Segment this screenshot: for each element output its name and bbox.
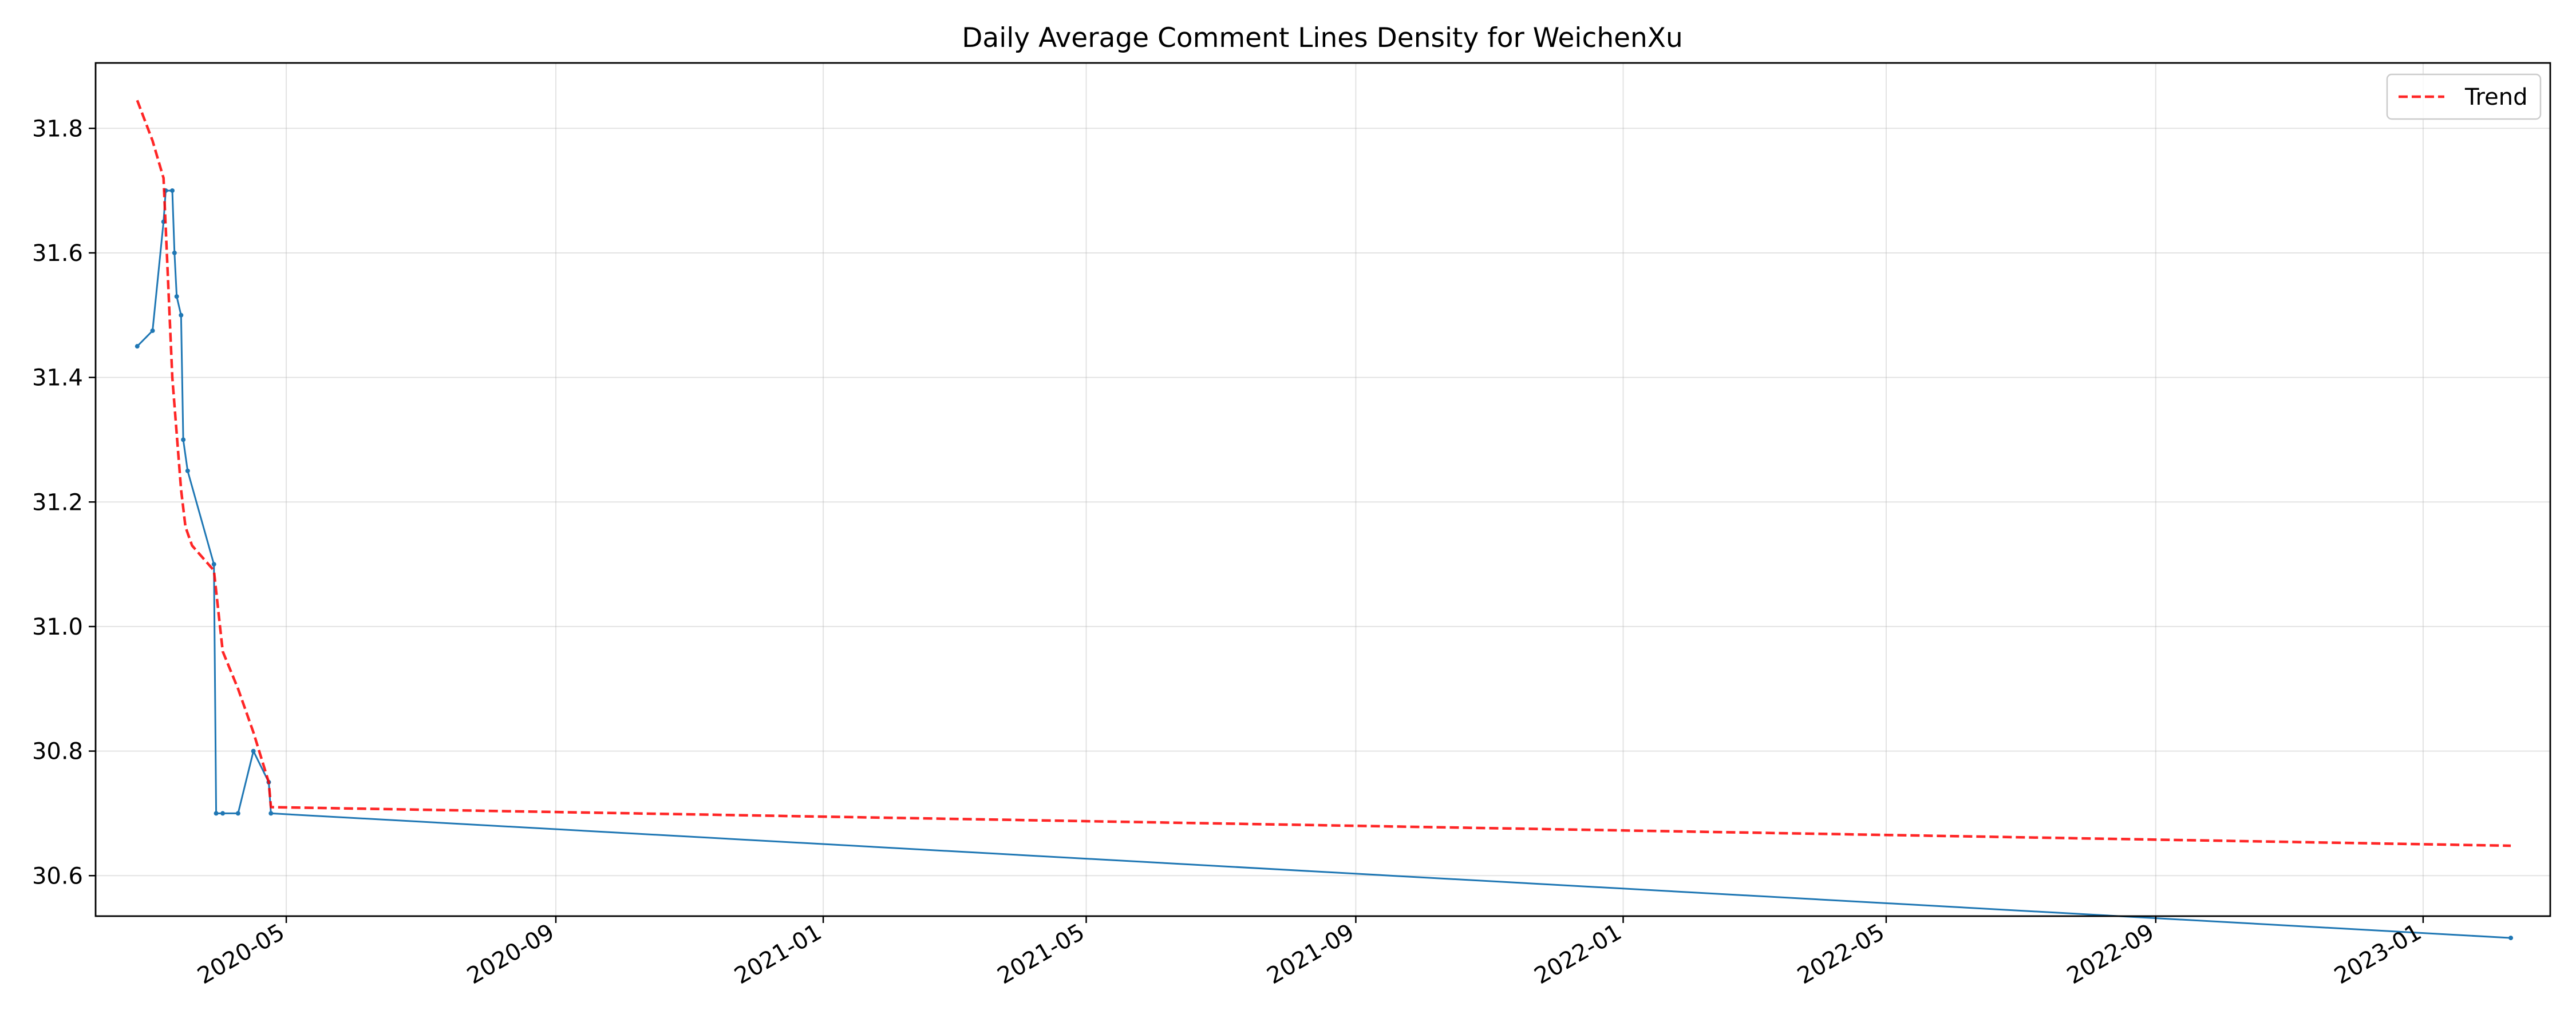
legend-trend-label: Trend [2464, 84, 2527, 110]
density-point [135, 344, 140, 349]
density-point [220, 811, 226, 816]
y-tick-label: 31.6 [32, 240, 83, 267]
density-point [181, 437, 186, 442]
chart-title: Daily Average Comment Lines Density for … [962, 22, 1683, 54]
x-tick-label: 2021-09 [1263, 919, 1359, 989]
x-tick-label: 2022-09 [2063, 919, 2159, 989]
grid-layer [96, 63, 2550, 916]
legend-box [2386, 73, 2542, 120]
y-tick-label: 30.8 [32, 739, 83, 765]
y-tick-label: 31.4 [32, 365, 83, 391]
legend: Trend [2386, 73, 2542, 120]
y-tick-label: 31.8 [32, 116, 83, 142]
y-tick-label: 30.6 [32, 863, 83, 889]
density-point [170, 188, 175, 193]
density-point [235, 811, 240, 816]
x-tick-label: 2022-01 [1530, 919, 1626, 989]
density-point [251, 748, 256, 754]
series-layer [135, 100, 2514, 941]
density-point [174, 294, 179, 299]
density-point [179, 312, 184, 318]
x-tick-label: 2020-05 [193, 919, 289, 989]
density-point [172, 250, 177, 255]
density-point [214, 811, 219, 816]
x-tick-label: 2022-05 [1793, 919, 1889, 989]
x-tick-label: 2020-09 [463, 919, 559, 989]
density-point [2508, 936, 2514, 941]
density-point [150, 328, 155, 333]
y-tick-label: 31.0 [32, 614, 83, 640]
x-tick-label: 2021-05 [993, 919, 1089, 989]
y-tick-label: 31.2 [32, 489, 83, 516]
density-point [268, 811, 274, 816]
axis-layer: 2020-05 2020-09 2021-01 2021-05 2021-09 2022-… [32, 116, 2426, 989]
x-tick-label: 2021-01 [730, 919, 826, 989]
density-point [185, 468, 190, 473]
trend-line [136, 100, 2511, 847]
density-point [211, 562, 216, 567]
plot-frame [94, 62, 2551, 917]
